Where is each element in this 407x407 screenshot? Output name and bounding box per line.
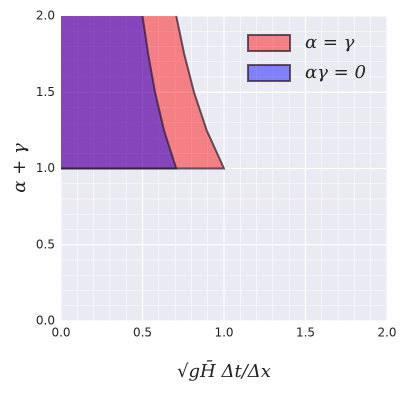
x-tick-label: 0.5	[133, 326, 152, 340]
area-edge	[61, 15, 178, 170]
y-tick-label: 2.0	[36, 9, 55, 23]
y-tick-label: 1.5	[36, 85, 55, 99]
x-tick-label: 2.0	[377, 326, 396, 340]
legend-swatch	[247, 64, 291, 82]
y-tick-label: 0.5	[36, 237, 55, 251]
legend-label: α = γ	[305, 32, 355, 53]
x-tick-label: 1.0	[214, 326, 233, 340]
y-tick-label: 1.0	[36, 161, 55, 175]
legend-swatch	[247, 34, 291, 52]
area-edge	[61, 15, 226, 170]
x-tick-label: 1.5	[296, 326, 315, 340]
y-axis-label: α + γ	[9, 143, 30, 193]
x-axis-label: √gH̄ Δt/Δx	[177, 359, 271, 382]
legend-label: αγ = 0	[305, 62, 366, 83]
x-tick-label: 0.0	[51, 326, 70, 340]
y-tick-label: 0.0	[36, 314, 55, 328]
